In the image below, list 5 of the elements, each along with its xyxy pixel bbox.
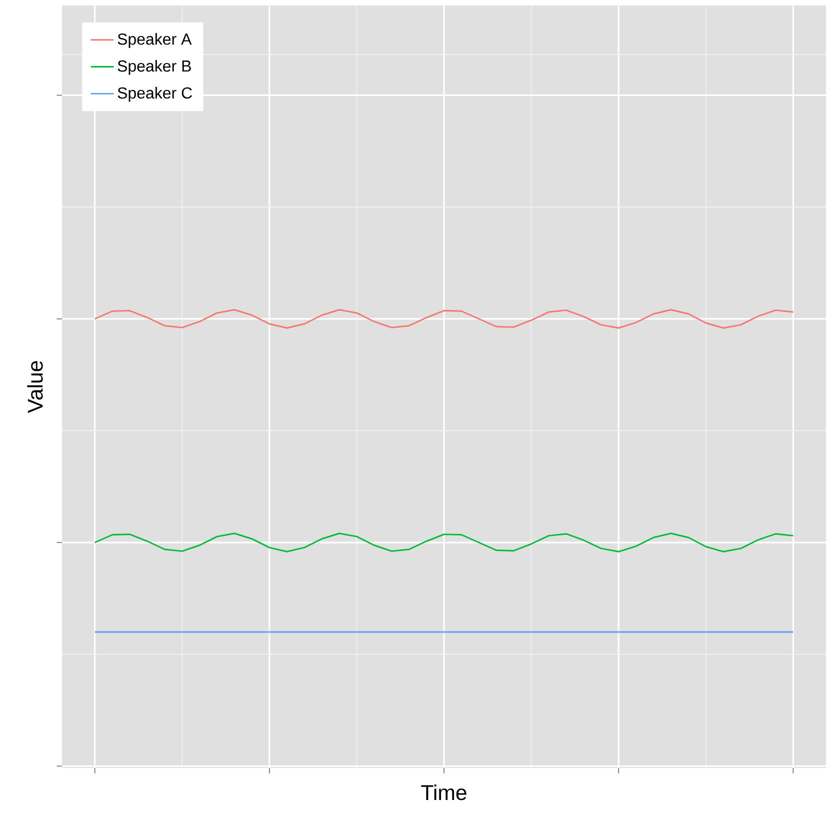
legend-label: Speaker B [118,60,191,75]
legend-label: Speaker A [118,33,192,48]
y-axis-title: Value [27,361,43,414]
x-axis-title: Time [421,784,466,800]
legend-label: Speaker C [118,86,192,102]
